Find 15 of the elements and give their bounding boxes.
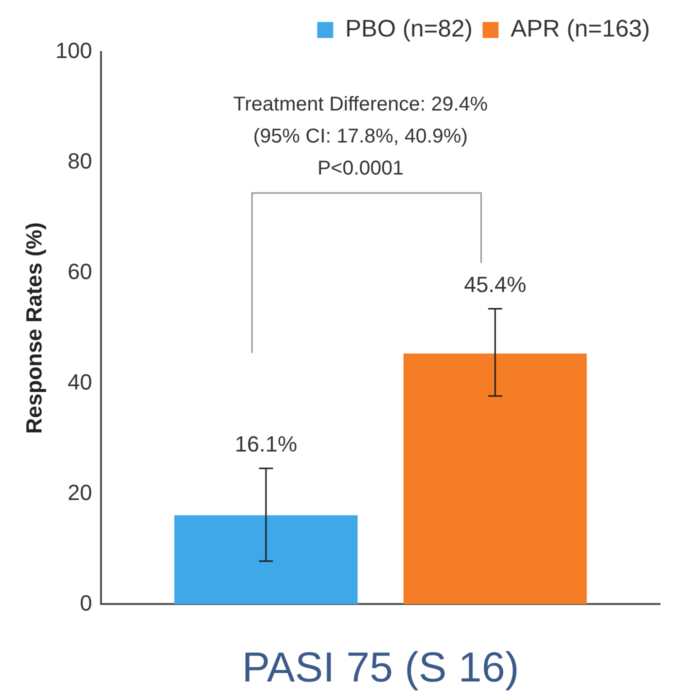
y-tick-label: 20 bbox=[68, 480, 92, 505]
y-axis-title: Response Rates (%) bbox=[21, 222, 46, 434]
data-label: 45.4% bbox=[464, 272, 526, 297]
annotation: Treatment Difference: 29.4% bbox=[233, 94, 488, 116]
legend-label: APR (n=163) bbox=[510, 16, 650, 43]
data-label: 16.1% bbox=[234, 431, 298, 456]
y-tick-label: 80 bbox=[68, 148, 92, 174]
x-axis-title: PASI 75 (S 16) bbox=[242, 643, 520, 690]
y-tick-label: 60 bbox=[68, 258, 92, 284]
legend-label: PBO (n=82) bbox=[345, 16, 473, 43]
y-tick-label: 100 bbox=[55, 38, 92, 64]
y-tick-label: 0 bbox=[80, 590, 92, 616]
y-tick-label: 40 bbox=[68, 369, 92, 394]
annotation: P<0.0001 bbox=[317, 158, 404, 180]
annotation: (95% CI: 17.8%, 40.9%) bbox=[253, 126, 468, 148]
